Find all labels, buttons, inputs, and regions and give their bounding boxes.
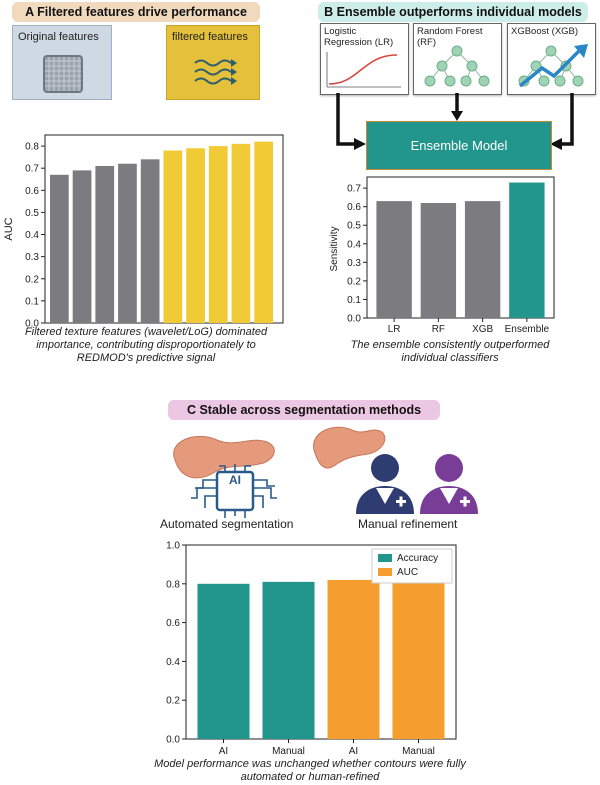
legend-box [371,548,453,584]
legend-swatch [378,554,392,562]
panel-c-caption: Model performance was unchanged whether … [154,758,466,783]
y-tick-label: 0.6 [25,186,39,197]
legend-label: Accuracy [397,553,438,564]
y-tick-label: 0.8 [25,142,39,153]
y-tick-label: 0.2 [166,696,180,707]
y-tick-label: 0.6 [166,618,180,629]
bar-ensemble [509,182,545,318]
y-tick-label: 0.3 [25,252,39,263]
y-tick-label: 0.4 [166,657,180,668]
panel-a-title: A Filtered features drive performance [12,2,260,22]
y-tick-label: 0.4 [347,239,361,250]
bar-6 [163,150,183,323]
y-tick-label: 0.6 [347,202,361,213]
x-tick-label: AI [219,746,228,757]
ai-chip-label: AI [229,473,241,487]
y-tick-label: 0.7 [347,184,361,195]
ensemble-model-box: Ensemble Model [366,121,552,170]
x-tick-label: XGB [472,324,493,335]
y-tick-label: 0.5 [25,208,39,219]
y-tick-label: 0.2 [25,274,39,285]
y-axis-label: Sensitivity [329,226,340,271]
x-tick-label: Ensemble [505,324,550,335]
bar-1 [50,174,69,323]
wave-arrows-icon [194,59,237,85]
bar-10 [254,141,273,323]
plot-frame [185,544,457,740]
bar-8 [208,146,228,323]
y-tick-label: 1.0 [166,541,180,552]
xgb-label: XGBoost (XGB) [511,26,579,37]
y-tick-label: 0.0 [25,319,39,330]
accuracy-auc-bar-chart: 0.0 0.2 0.4 0.6 0.8 1.0 AI Manual AI Manual Accu… [166,541,457,757]
bar-3 [327,579,380,739]
y-tick-label: 0.1 [25,296,39,307]
grid-texture-icon [43,55,83,93]
y-tick-label: 0.0 [347,314,361,325]
rf-label: Random Forest (RF) [417,26,483,48]
ai-pancreas-icon [173,435,277,518]
sensitivity-bar-chart: 0.0 0.1 0.2 0.3 0.4 0.5 0.6 0.7 LR RF XGB Ensemble… [329,176,555,335]
x-tick-label: Manual [272,746,305,757]
bar-2 [262,581,315,739]
bar-lr [376,201,412,318]
automated-segmentation-label: Automated segmentation [160,517,294,531]
legend-swatch [378,568,392,576]
logistic-regression-card: Logistic Regression (LR) [320,23,409,95]
filtered-features-tile: filtered features [166,25,260,100]
manual-refinement-label: Manual refinement [358,517,458,531]
boosted-tree-arrow-icon [518,44,588,88]
bar-7 [186,148,205,323]
x-tick-label: AI [349,746,358,757]
decision-tree-icon [424,45,490,87]
y-tick-label: 0.7 [25,164,39,175]
panel-b-caption: The ensemble consistently outperformed i… [350,339,550,364]
bar-1 [197,583,250,739]
bar-xgb [464,201,501,318]
ensemble-flow-arrows [336,93,574,150]
bar-5 [140,159,160,323]
xgboost-card: XGBoost (XGB) [507,23,596,95]
y-tick-label: 0.0 [166,735,180,746]
bar-9 [231,143,251,323]
clinicians-pancreas-icon [313,426,478,514]
bar-4 [118,163,137,323]
legend-label: AUC [397,567,418,578]
y-axis-label: AUC [3,217,15,240]
panel-c-title: C Stable across segmentation methods [168,400,440,420]
y-tick-label: 0.2 [347,276,361,287]
x-tick-label: LR [388,324,401,335]
original-features-tile: Original features [12,25,112,100]
x-tick-label: Manual [402,746,435,757]
y-tick-label: 0.3 [347,258,361,269]
original-features-label: Original features [18,31,99,43]
plot-frame [366,176,555,319]
y-tick-label: 0.8 [166,579,180,590]
bar-3 [95,165,115,323]
y-tick-label: 0.1 [347,295,361,306]
bar-4 [392,579,445,739]
bar-rf [420,202,457,318]
sigmoid-curve-icon [326,52,401,88]
y-tick-label: 0.4 [25,230,39,241]
lr-label: Logistic Regression (LR) [324,26,394,48]
panel-a-caption: Filtered texture features (wavelet/LoG) … [24,326,268,364]
panel-b-title: B Ensemble outperforms individual models [318,2,588,22]
auc-bar-chart: 0.0 0.1 0.2 0.3 0.4 0.5 0.6 0.7 0.8 AUC [3,134,284,330]
bar-2 [72,170,92,323]
x-tick-label: RF [432,324,445,335]
y-tick-label: 0.5 [347,221,361,232]
filtered-features-label: filtered features [172,31,248,43]
